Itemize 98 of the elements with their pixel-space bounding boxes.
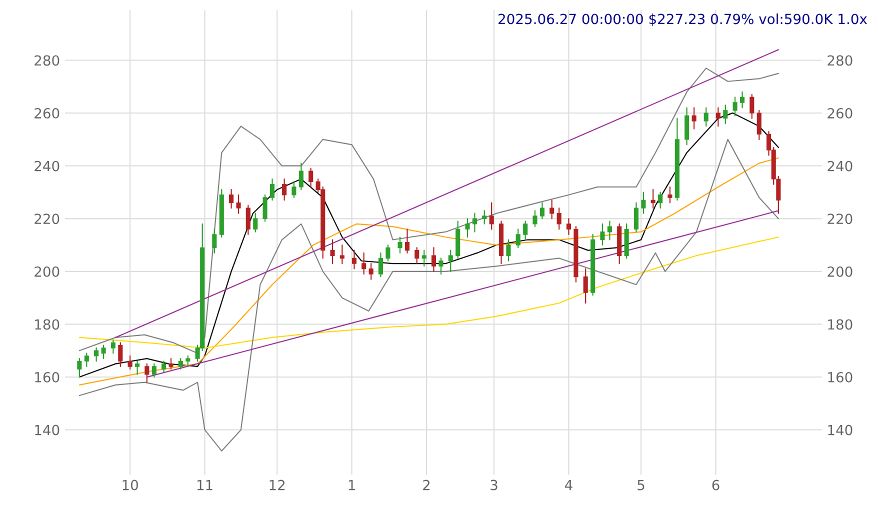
x-tick-label: 6 [712,480,720,490]
candlestick [540,202,544,220]
candlestick [352,250,356,270]
candlestick [246,204,250,236]
candlestick [94,347,99,362]
candlestick [658,192,663,209]
candlestick [583,268,588,304]
y-tick-label: 200 [34,266,60,277]
x-tick-label: 10 [122,480,138,490]
y2-tick-label: 140 [828,424,852,436]
candlestick [650,189,656,209]
candlestick [704,107,708,127]
candlestick [168,358,174,370]
candlestick [482,210,487,224]
candlestick [101,344,106,360]
x-tick-label: 2 [423,480,430,490]
y-tick-label: 220 [34,214,60,224]
line-series [78,138,779,452]
y-tick-label: 260 [34,108,60,119]
x-tick-label: 3 [490,480,498,490]
line-series [78,157,779,386]
candlestick [523,220,528,240]
candlestick [465,218,470,238]
candlestick [362,252,366,275]
candlestick [716,107,720,127]
candlestick [634,202,638,232]
candlestick [152,363,156,378]
candlestick [386,244,390,262]
y-tick-label: 180 [35,319,60,330]
candlestick [110,340,116,354]
y2-tick-label: 240 [828,160,852,172]
y2-tick-label: 180 [828,319,852,330]
candlestick [229,189,234,209]
candlestick [162,360,166,372]
candlestick [600,223,605,246]
candlestick [732,96,738,116]
candlestick [448,250,453,272]
candlestick [330,239,335,264]
candlestick [438,258,444,275]
candlestick [684,107,690,146]
candlestick [212,228,217,254]
y2-tick-label: 280 [828,55,852,66]
candlestick [178,358,183,370]
y2-tick-label: 160 [828,372,852,383]
candlestick [270,178,275,201]
candlestick [431,247,436,272]
y2-tick-label: 220 [828,214,852,224]
candlestick [740,91,745,108]
candlestick [144,363,150,383]
candlestick [641,192,646,214]
line-series [78,112,779,378]
candlestick [566,218,572,236]
line-series [78,236,779,349]
x-tick-label: 11 [197,480,212,490]
candlestick [756,110,762,140]
candlestick [489,202,494,230]
candlestick [282,178,287,201]
candlestick [414,247,420,264]
candlestick [398,236,402,254]
y-tick-label: 280 [34,55,60,66]
candlestick [668,186,672,204]
y2-tick-label: 260 [828,108,852,119]
candlestick [186,355,190,368]
candlestick [692,107,696,130]
candlestick [253,212,258,232]
chart-title: 2025.06.27 00:00:00 $227.23 0.79% vol:590.0K 1.0x [498,13,868,26]
candlestick [472,212,477,232]
candlestick [236,194,241,214]
candlestick [118,342,123,368]
candlestick [556,208,562,230]
candlestick [723,104,728,124]
candlestick [750,94,754,119]
x-tick-label: 5 [638,480,644,490]
candlestick [516,228,520,248]
candlestick [308,168,314,188]
x-tick-label: 4 [564,480,572,490]
candlestick [422,250,426,267]
candlestick [77,358,82,378]
candlestick [262,194,268,222]
y2-tick-label: 200 [828,266,852,277]
candlestick [368,262,374,280]
y-tick-label: 140 [35,424,60,436]
y-tick-label: 160 [35,372,60,383]
candlestick [128,355,132,370]
candlestick [292,181,296,198]
candlestick [532,210,538,228]
candlestick [404,228,410,254]
x-tick-label: 12 [270,480,285,490]
candlestick [378,252,383,278]
candlestick [298,162,304,190]
x-tick-label: 1 [348,480,355,490]
candlestick [506,239,511,262]
candlestick [135,360,140,375]
candlestick [607,220,612,240]
y-tick-label: 240 [34,160,60,172]
candlestick [84,352,89,368]
candlestick [550,200,554,220]
candlestick [340,244,344,264]
